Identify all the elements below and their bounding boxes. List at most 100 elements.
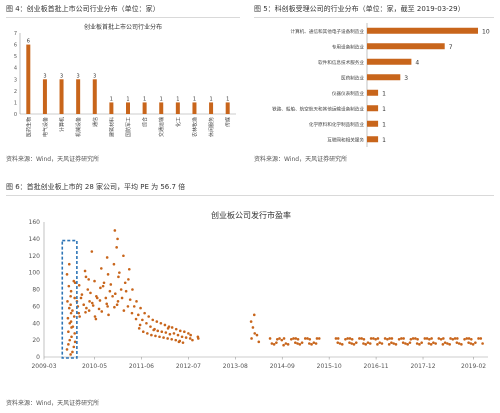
data-point	[73, 281, 77, 285]
x-tick-label: 通信	[92, 117, 99, 127]
data-label: 1	[209, 96, 212, 102]
data-point	[439, 337, 443, 341]
data-label: 3	[93, 73, 96, 79]
data-point	[427, 342, 431, 345]
bar	[192, 102, 197, 114]
data-point	[416, 337, 419, 341]
x-tick-label: 化工	[175, 117, 182, 127]
data-point	[294, 337, 298, 340]
data-point	[315, 337, 319, 340]
data-point	[73, 332, 76, 335]
bar	[175, 102, 180, 114]
data-point	[350, 337, 354, 341]
data-point	[449, 337, 452, 340]
data-point	[86, 288, 90, 291]
data-point	[423, 337, 427, 340]
figure-4-heading: 图 4：创业板首批上市公司行业分布（单位：家）	[6, 5, 160, 13]
x-tick-label: 传媒	[225, 117, 232, 127]
data-point	[477, 337, 480, 340]
data-point	[131, 288, 134, 291]
data-point	[378, 341, 382, 344]
data-point	[467, 337, 471, 340]
data-point	[334, 337, 338, 340]
data-label: 1	[193, 96, 196, 102]
data-point	[155, 320, 159, 323]
data-point	[97, 307, 101, 311]
data-point	[414, 337, 417, 340]
bar	[26, 44, 31, 114]
data-label: 3	[404, 75, 408, 82]
data-point	[336, 337, 340, 340]
x-tick-label: 休闲服务	[208, 117, 215, 137]
data-point	[82, 303, 86, 306]
data-point	[338, 342, 342, 345]
data-point	[93, 315, 97, 318]
data-point	[303, 337, 307, 340]
data-point	[69, 320, 73, 323]
data-point	[457, 342, 461, 345]
data-point	[408, 341, 412, 344]
data-point	[432, 341, 435, 344]
data-point	[425, 337, 429, 340]
data-point	[346, 337, 349, 340]
data-point	[113, 292, 117, 296]
data-point	[270, 342, 274, 345]
data-point	[376, 337, 380, 340]
bar	[367, 27, 478, 34]
data-point	[180, 335, 184, 339]
data-point	[364, 343, 368, 346]
data-point	[95, 296, 99, 300]
x-tick-label: 医药生物	[25, 117, 32, 137]
data-point	[253, 332, 257, 335]
data-point	[101, 284, 105, 288]
data-point	[453, 337, 457, 340]
data-point	[108, 289, 112, 293]
x-tick-label: 2014-09	[270, 363, 295, 370]
x-tick-label: 计算机	[59, 117, 66, 132]
y-tick-label: 100	[29, 270, 41, 277]
data-point	[411, 337, 415, 340]
figure-4-source: 资料来源：Wind，天风证券研究所	[6, 156, 100, 163]
data-point	[104, 296, 108, 300]
x-tick-label: 2019-02	[461, 363, 486, 370]
data-point	[415, 342, 419, 345]
y-tick-label: 80	[32, 287, 40, 294]
data-label: 3	[77, 73, 80, 79]
data-point	[275, 341, 278, 344]
data-point	[282, 337, 286, 340]
bar	[159, 102, 164, 114]
x-tick-label: 2009-03	[31, 363, 56, 370]
data-point	[69, 311, 73, 315]
data-point	[251, 326, 255, 329]
data-label: 1	[110, 96, 113, 102]
data-point	[170, 337, 173, 341]
data-label: 1	[382, 121, 386, 128]
data-point	[348, 341, 351, 344]
data-point	[77, 283, 81, 287]
data-point	[163, 323, 167, 327]
data-point	[154, 334, 157, 338]
x-tick-label: 电气设备	[42, 117, 49, 137]
y-tick-label: 120	[29, 253, 41, 260]
y-tick-label: 1	[14, 100, 17, 106]
data-label: 3	[60, 73, 63, 79]
data-point	[72, 315, 76, 318]
figure-5-source: 资料来源：Wind，天风证券研究所	[254, 156, 348, 163]
data-point	[100, 267, 103, 270]
y-tick-label: 3	[14, 77, 17, 83]
data-point	[278, 337, 281, 340]
data-point	[107, 313, 110, 317]
data-point	[118, 271, 121, 274]
data-point	[123, 281, 127, 285]
data-point	[164, 331, 168, 334]
data-point	[249, 320, 253, 323]
data-point	[126, 305, 130, 308]
data-point	[151, 318, 155, 322]
data-point	[116, 237, 119, 241]
data-point	[124, 289, 128, 293]
data-point	[69, 289, 73, 293]
data-point	[187, 332, 190, 335]
industry-bar-chart: 创业板首批上市公司行业分布 0 1 2 3 4 5 6 7 6 医药生物 3 电气设备 3 计算机 3 机械设备…	[14, 23, 236, 137]
data-point	[400, 337, 403, 340]
bar	[367, 89, 379, 96]
